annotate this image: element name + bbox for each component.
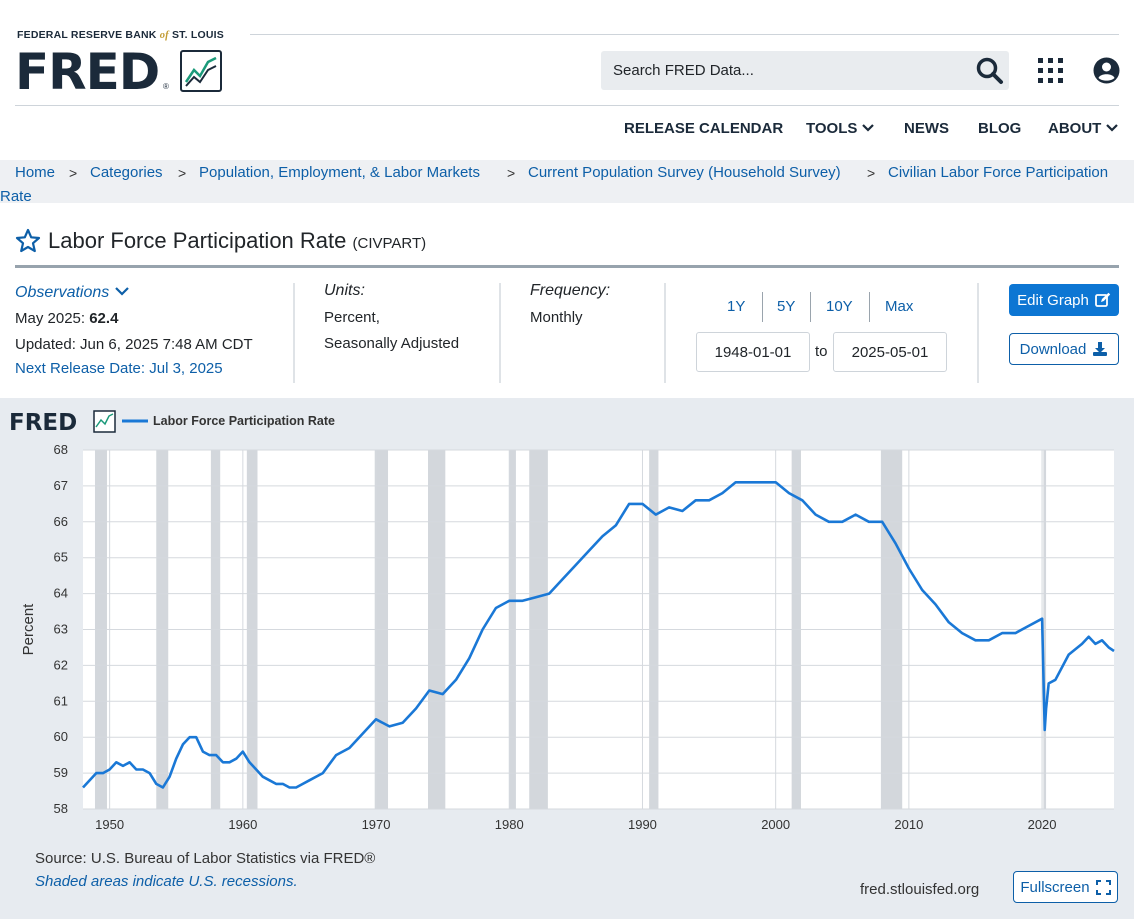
edit-graph-button[interactable]: Edit Graph <box>1009 284 1119 316</box>
end-date-input[interactable] <box>833 332 947 372</box>
y-tick-label: 67 <box>54 478 68 493</box>
search-input[interactable] <box>601 51 961 90</box>
date-range-to-label: to <box>815 343 828 360</box>
edit-pencil-icon <box>1094 292 1111 307</box>
series-line <box>82 481 1115 789</box>
nav-rule <box>15 105 1119 106</box>
range-divider <box>762 292 763 322</box>
observations-dropdown[interactable]: Observations <box>15 284 130 302</box>
breadcrumb-separator: > <box>867 165 876 181</box>
fullscreen-button[interactable]: Fullscreen <box>1013 871 1118 903</box>
breadcrumb-civilian-lfpr-wrap[interactable]: Rate <box>0 188 32 205</box>
fed-bank-name: FEDERAL RESERVE BANK of ST. LOUIS <box>17 29 224 41</box>
site-url: fred.stlouisfed.org <box>860 881 980 898</box>
breadcrumb-separator: > <box>178 165 187 181</box>
meta-divider <box>293 283 295 383</box>
breadcrumb-cps[interactable]: Current Population Survey (Household Sur… <box>528 164 841 181</box>
download-icon <box>1093 342 1108 356</box>
x-tick-label: 2010 <box>894 817 923 832</box>
nav-release-calendar[interactable]: RELEASE CALENDAR <box>624 120 784 137</box>
y-tick-label: 68 <box>54 442 68 457</box>
frequency-label: Frequency: <box>530 282 611 299</box>
y-tick-label: 62 <box>54 657 68 672</box>
page-title: Labor Force Participation Rate (CIVPART) <box>48 228 427 253</box>
start-date-input[interactable] <box>696 332 810 372</box>
y-tick-label: 59 <box>54 765 68 780</box>
range-divider <box>869 292 870 322</box>
series-id: (CIVPART) <box>352 235 427 252</box>
y-tick-label: 65 <box>54 550 68 565</box>
chart-panel: FRED Labor Force Participation Rate 58 59… <box>0 398 1134 919</box>
breadcrumb-home[interactable]: Home <box>15 164 56 181</box>
chevron-down-icon <box>1105 124 1118 132</box>
chart-fred-logo: FRED <box>9 410 77 436</box>
grid-lines <box>83 449 1114 810</box>
y-axis-label: Percent <box>20 603 37 656</box>
units-label: Units: <box>324 282 365 299</box>
y-tick-label: 60 <box>54 729 68 744</box>
search-icon[interactable] <box>975 57 1005 90</box>
x-tick-label: 1990 <box>628 817 657 832</box>
frequency-value: Monthly <box>530 309 583 326</box>
range-10y-button[interactable]: 10Y <box>826 298 853 315</box>
chevron-down-icon <box>861 124 874 132</box>
title-rule <box>15 265 1119 268</box>
fred-logo-chart-icon <box>180 50 222 92</box>
nav-news[interactable]: NEWS <box>904 120 949 137</box>
latest-value: 62.4 <box>89 310 119 327</box>
range-1y-button[interactable]: 1Y <box>727 298 746 315</box>
range-divider <box>810 292 811 322</box>
y-tick-label: 58 <box>54 801 68 816</box>
y-tick-label: 64 <box>54 586 68 601</box>
chevron-down-icon <box>114 287 129 296</box>
range-max-button[interactable]: Max <box>885 298 914 315</box>
grid-apps-icon[interactable] <box>1037 57 1065 90</box>
latest-observation: May 2025: 62.4 <box>15 310 119 327</box>
next-release-link[interactable]: Next Release Date: Jul 3, 2025 <box>15 360 223 377</box>
nav-blog[interactable]: BLOG <box>978 120 1022 137</box>
units-value: Percent, <box>324 309 380 326</box>
legend-label: Labor Force Participation Rate <box>153 414 335 428</box>
meta-divider <box>499 283 501 383</box>
y-tick-label: 63 <box>54 622 68 637</box>
header-rule <box>250 34 1119 35</box>
breadcrumb-separator: > <box>507 165 516 181</box>
chart-logo-line <box>95 413 114 428</box>
breadcrumb-population[interactable]: Population, Employment, & Labor Markets <box>199 164 480 181</box>
updated-timestamp: Updated: Jun 6, 2025 7:48 AM CDT <box>15 336 253 353</box>
line-chart: FRED Labor Force Participation Rate 58 59… <box>9 410 1115 832</box>
meta-divider <box>977 283 979 383</box>
breadcrumb: Home > Categories > Population, Employme… <box>0 160 1134 205</box>
recession-note[interactable]: Shaded areas indicate U.S. recessions. <box>35 873 298 890</box>
y-tick-label: 66 <box>54 514 68 529</box>
fullscreen-icon <box>1095 879 1111 895</box>
meta-divider <box>664 283 666 383</box>
x-tick-label: 1950 <box>95 817 124 832</box>
x-tick-label: 1980 <box>495 817 524 832</box>
chart-logo: FRED <box>9 410 116 436</box>
fred-logo[interactable]: FRED <box>15 43 160 101</box>
nav-about[interactable]: ABOUT <box>1048 120 1118 137</box>
download-button[interactable]: Download <box>1009 333 1119 365</box>
x-axis-ticks: 1950 1960 1970 1980 1990 2000 2010 2020 <box>95 817 1056 832</box>
registered-mark: ® <box>163 82 169 91</box>
x-tick-label: 1960 <box>228 817 257 832</box>
breadcrumb-separator: > <box>69 165 78 181</box>
units-seasonal: Seasonally Adjusted <box>324 335 460 352</box>
range-5y-button[interactable]: 5Y <box>777 298 796 315</box>
breadcrumb-civilian-lfpr[interactable]: Civilian Labor Force Participation <box>888 164 1109 181</box>
star-favorite-icon[interactable] <box>15 228 41 259</box>
search-bar <box>601 51 1009 90</box>
user-account-icon[interactable] <box>1093 57 1120 89</box>
x-tick-label: 2020 <box>1028 817 1057 832</box>
breadcrumb-categories[interactable]: Categories <box>90 164 163 181</box>
x-tick-label: 2000 <box>761 817 790 832</box>
source-note: Source: U.S. Bureau of Labor Statistics … <box>35 850 376 867</box>
nav-tools[interactable]: TOOLS <box>806 120 874 137</box>
y-tick-label: 61 <box>54 693 68 708</box>
y-axis-ticks: 58 59 60 61 62 63 64 65 66 67 68 <box>54 442 68 816</box>
x-tick-label: 1970 <box>362 817 391 832</box>
